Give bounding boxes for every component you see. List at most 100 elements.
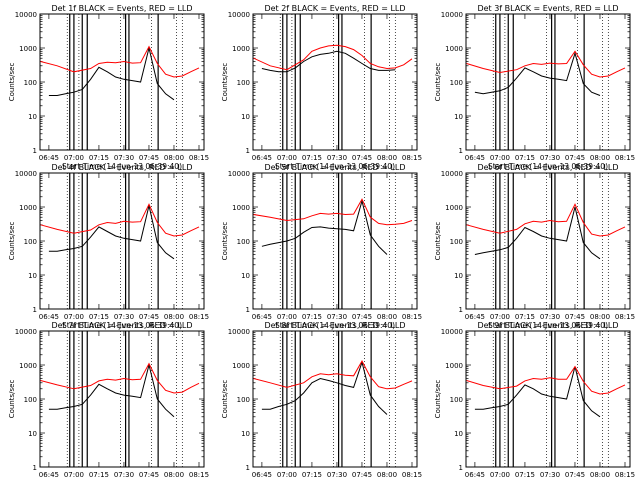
y-tick-label: 100 — [450, 79, 463, 87]
x-tick-label: 08:00 — [164, 471, 184, 479]
events-series-line — [474, 366, 601, 418]
x-axis-label: Start Time (14-Jun-13 06:39:40) — [62, 162, 182, 171]
x-tick-label: 06:45 — [465, 154, 485, 162]
x-tick-label: 08:15 — [189, 471, 209, 479]
y-tick-label: 10000 — [228, 11, 250, 19]
x-tick-label: 08:00 — [590, 471, 610, 479]
y-tick-label: 100 — [237, 238, 250, 246]
y-tick-label: 10 — [28, 430, 37, 438]
plot-frame — [39, 330, 205, 468]
y-tick-label: 10000 — [441, 328, 463, 336]
panel-title: Det 5f BLACK = Events, RED = LLD — [264, 163, 405, 172]
lld-series-line — [466, 203, 626, 237]
x-tick-label: 08:00 — [590, 313, 610, 321]
x-tick-label: 07:15 — [302, 154, 322, 162]
x-tick-label: 07:30 — [540, 471, 560, 479]
y-tick-label: 1000 — [19, 362, 37, 370]
chart-panel-9: 1 10 100 1000 10000 06:45 07:00 07:15 07:30 07:45… — [434, 321, 635, 480]
lld-series-line — [253, 44, 413, 71]
y-tick-label: 10000 — [228, 328, 250, 336]
x-tick-label: 06:45 — [465, 313, 485, 321]
plot-frame — [252, 172, 418, 310]
panel-title: Det 8f BLACK = Events, RED = LLD — [264, 321, 405, 330]
plot-frame — [252, 330, 418, 468]
y-tick-label: 10000 — [15, 170, 37, 178]
chart-panel-6: 1 10 100 1000 10000 06:45 07:00 07:15 07:30 07:45… — [434, 163, 635, 330]
x-tick-label: 08:15 — [615, 471, 635, 479]
y-tick-label: 1 — [246, 306, 250, 314]
x-tick-label: 08:00 — [164, 313, 184, 321]
x-tick-label: 07:30 — [114, 471, 134, 479]
events-series-line — [261, 50, 396, 73]
x-tick-label: 07:30 — [540, 154, 560, 162]
y-axis-label: Counts/sec — [8, 63, 16, 102]
x-tick-label: 07:15 — [515, 313, 535, 321]
x-tick-label: 07:45 — [139, 471, 159, 479]
x-tick-label: 06:45 — [252, 471, 272, 479]
panel-title: Det 9f BLACK = Events, RED = LLD — [477, 321, 618, 330]
x-tick-label: 07:00 — [64, 154, 84, 162]
x-axis-label: Start Time (14-Jun-13 06:39:40) — [62, 321, 182, 330]
x-tick-label: 07:45 — [565, 154, 585, 162]
x-tick-label: 06:45 — [252, 313, 272, 321]
x-tick-label: 07:15 — [89, 471, 109, 479]
y-tick-label: 10 — [28, 113, 37, 121]
x-tick-label: 08:15 — [402, 313, 422, 321]
x-tick-label: 07:30 — [114, 313, 134, 321]
y-tick-label: 10000 — [15, 328, 37, 336]
x-tick-label: 07:00 — [490, 471, 510, 479]
events-series-line — [474, 206, 601, 260]
y-axis-label: Counts/sec — [434, 222, 442, 261]
chart-panel-3: 1 10 100 1000 10000 06:45 07:00 07:15 07:30 07:45… — [434, 4, 635, 171]
x-axis-label: Start Time (14-Jun-13 06:39:40) — [488, 162, 608, 171]
x-tick-label: 08:15 — [615, 313, 635, 321]
x-tick-label: 07:30 — [114, 154, 134, 162]
y-tick-label: 100 — [24, 396, 37, 404]
x-axis-label: Start Time (14-Jun-13 06:39:40) — [488, 321, 608, 330]
y-tick-label: 1 — [33, 147, 37, 155]
y-tick-label: 1 — [246, 147, 250, 155]
x-tick-label: 07:15 — [89, 313, 109, 321]
plot-frame — [465, 13, 631, 151]
x-tick-label: 07:00 — [490, 154, 510, 162]
y-tick-label: 1 — [459, 306, 463, 314]
x-tick-label: 08:15 — [402, 471, 422, 479]
panel-title: Det 7f BLACK = Events, RED = LLD — [51, 321, 192, 330]
events-series-line — [48, 47, 175, 101]
x-tick-label: 08:00 — [377, 154, 397, 162]
y-tick-label: 100 — [24, 238, 37, 246]
y-axis-label: Counts/sec — [434, 380, 442, 419]
plot-frame — [39, 13, 205, 151]
y-tick-label: 100 — [237, 396, 250, 404]
x-tick-label: 07:30 — [540, 313, 560, 321]
y-tick-label: 1000 — [232, 204, 250, 212]
y-tick-label: 1 — [459, 147, 463, 155]
x-tick-label: 07:00 — [277, 471, 297, 479]
x-axis-label: Start Time (14-Jun-13 06:39:40) — [275, 321, 395, 330]
x-tick-label: 07:45 — [139, 154, 159, 162]
lld-series-line — [40, 362, 200, 394]
x-tick-label: 07:45 — [139, 313, 159, 321]
lld-series-line — [40, 45, 200, 78]
x-tick-label: 08:00 — [377, 313, 397, 321]
x-tick-label: 07:00 — [64, 471, 84, 479]
y-tick-label: 10000 — [441, 170, 463, 178]
y-tick-label: 1000 — [232, 362, 250, 370]
y-axis-label: Counts/sec — [8, 380, 16, 419]
y-tick-label: 1 — [459, 464, 463, 472]
plot-frame — [252, 13, 418, 151]
x-tick-label: 07:30 — [327, 471, 347, 479]
lld-series-line — [40, 203, 200, 237]
panel-title: Det 4f BLACK = Events, RED = LLD — [51, 163, 192, 172]
y-axis-label: Counts/sec — [8, 222, 16, 261]
x-tick-label: 07:45 — [352, 154, 372, 162]
x-tick-label: 08:15 — [615, 154, 635, 162]
y-axis-label: Counts/sec — [221, 222, 229, 261]
y-tick-label: 10000 — [228, 170, 250, 178]
x-tick-label: 06:45 — [39, 154, 59, 162]
x-tick-label: 07:45 — [565, 313, 585, 321]
x-tick-label: 08:15 — [189, 154, 209, 162]
y-tick-label: 1 — [33, 306, 37, 314]
x-tick-label: 08:00 — [377, 471, 397, 479]
x-tick-label: 07:30 — [327, 154, 347, 162]
